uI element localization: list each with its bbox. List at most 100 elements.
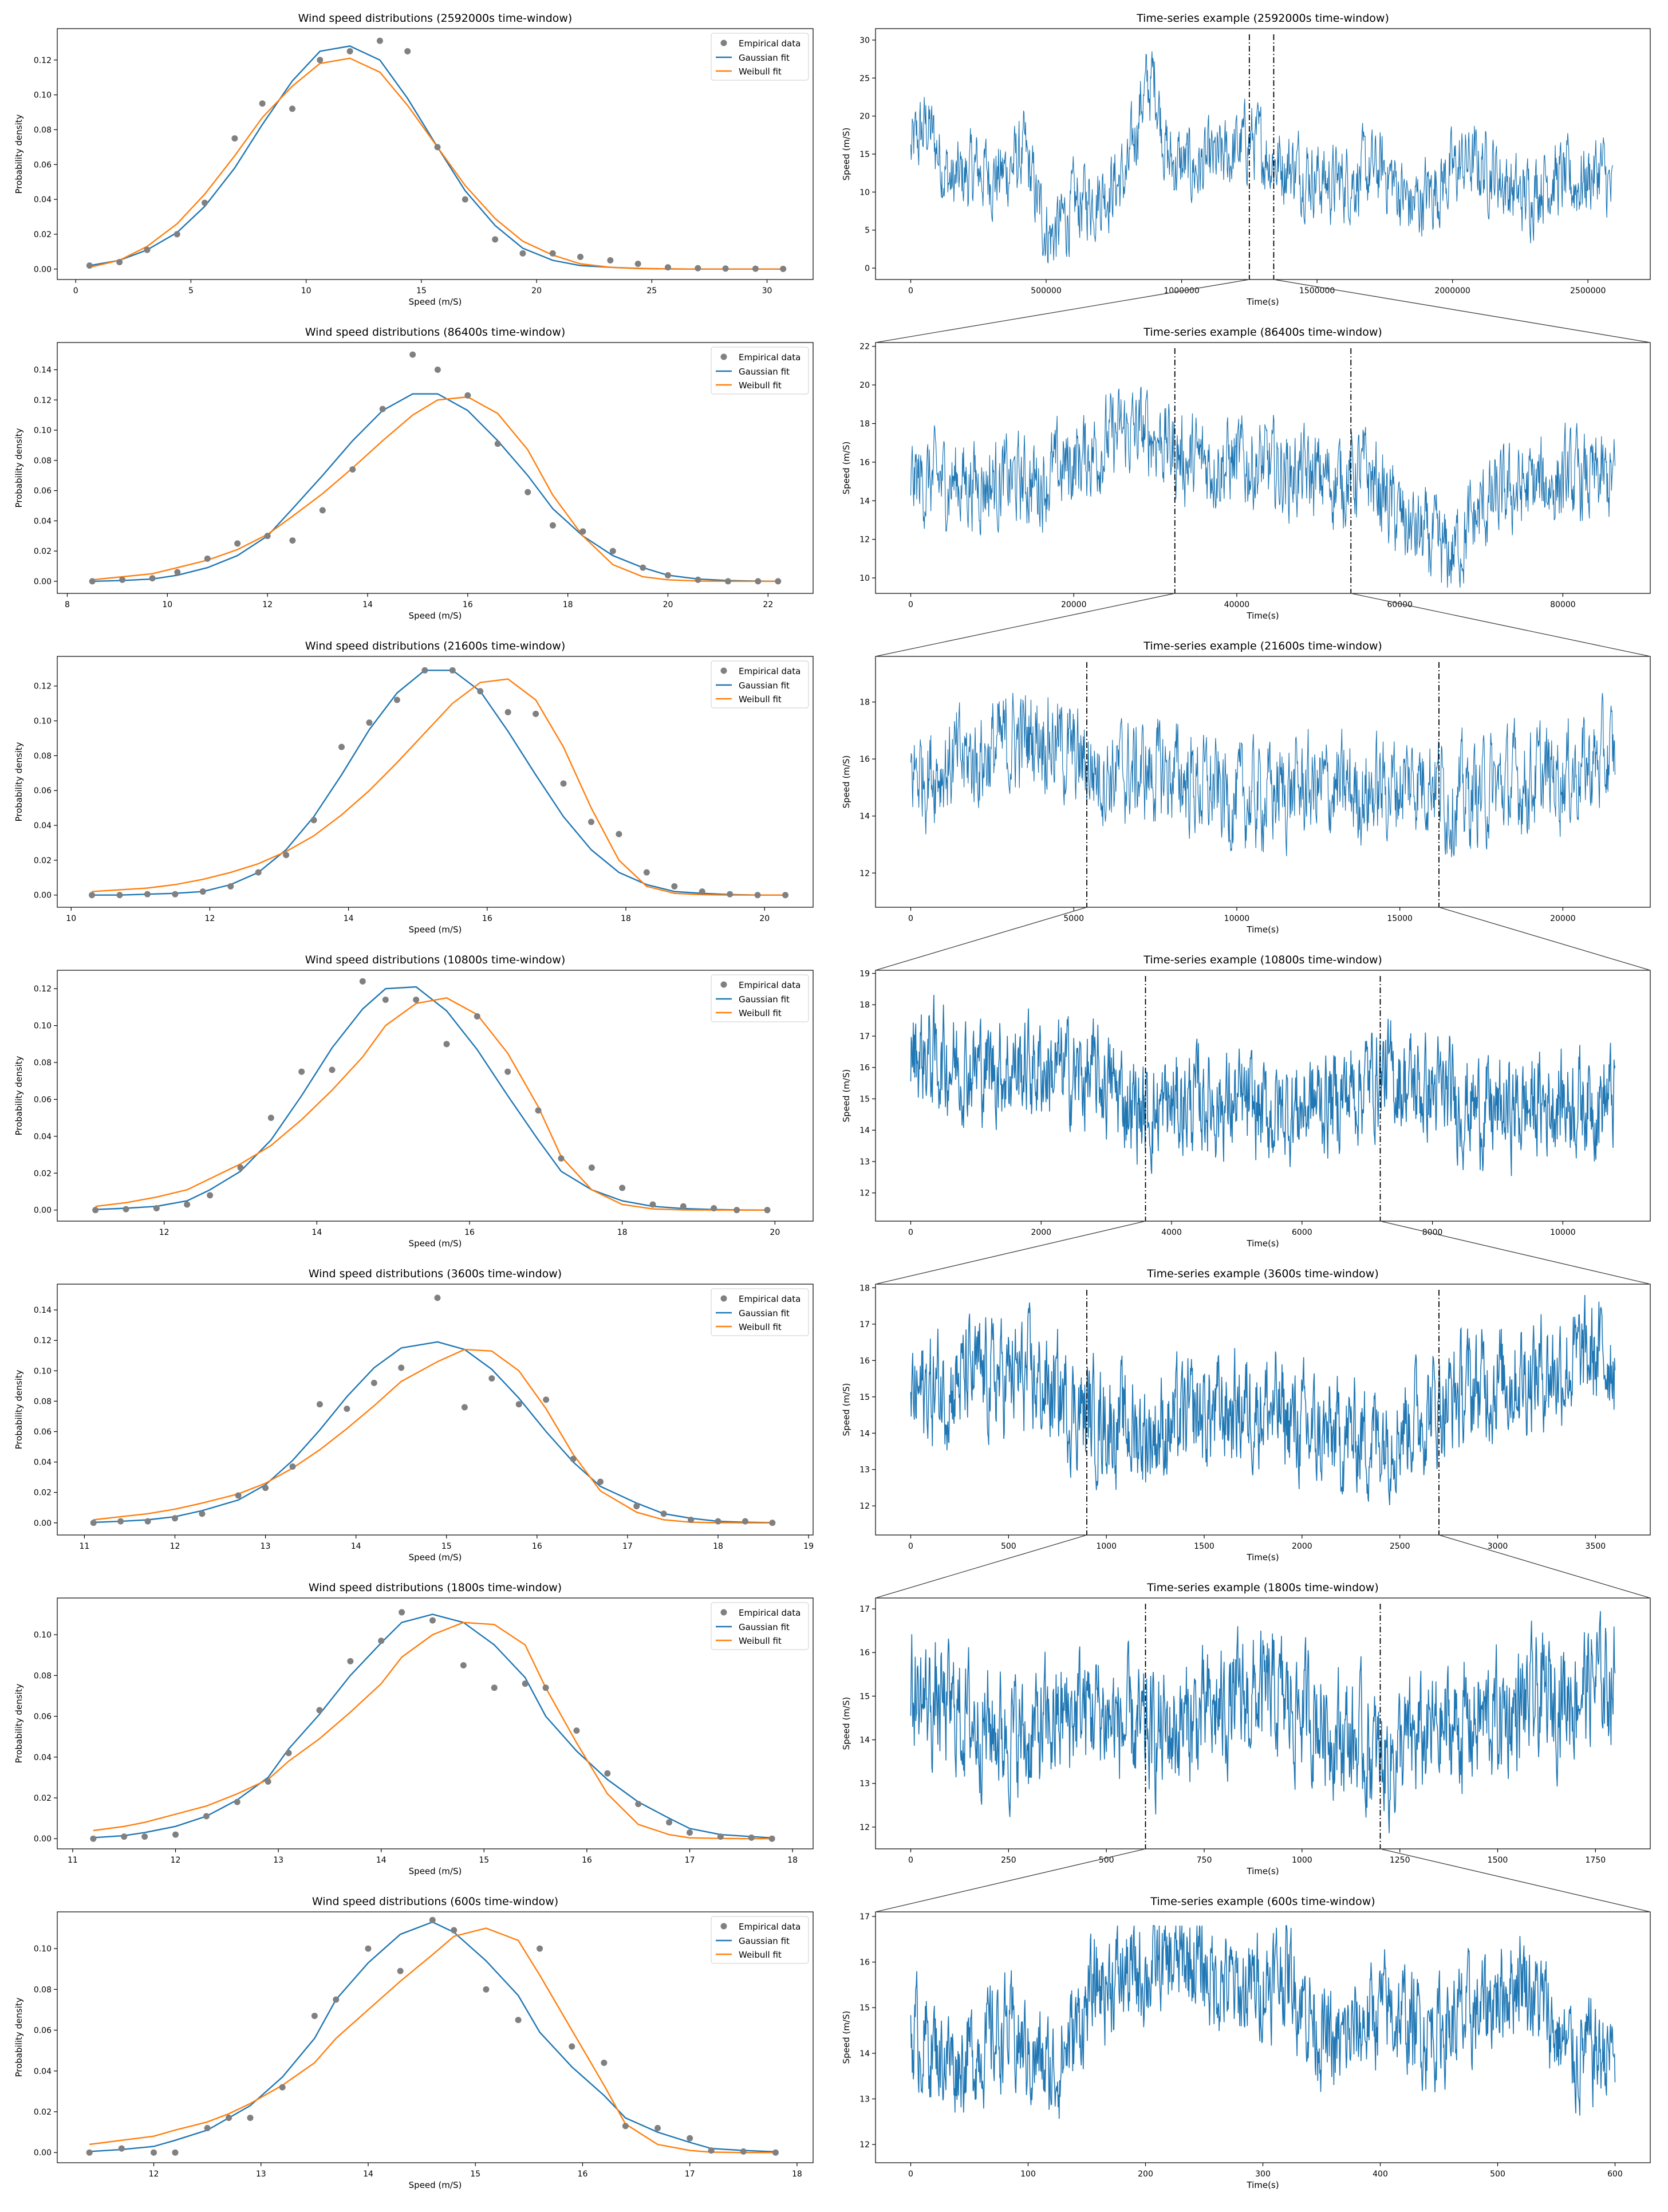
- distribution-chart-0: 0 5 10 15 20 25 30 0.00 0.02 0.04 0.06 0.08 0.10 0.12…: [14, 12, 814, 307]
- y-tick-label: 16: [859, 755, 870, 764]
- x-tick-label: 18: [621, 914, 631, 923]
- y-tick-label: 12: [859, 2140, 870, 2150]
- y-tick-label: 13: [859, 2095, 870, 2104]
- x-tick-label: 18: [713, 1542, 723, 1551]
- empirical-point: [237, 1164, 244, 1171]
- empirical-point: [664, 264, 671, 271]
- empirical-point: [666, 1819, 673, 1826]
- empirical-point: [775, 578, 782, 585]
- y-tick-label: 13: [859, 1466, 870, 1475]
- x-tick-label: 15: [416, 286, 427, 296]
- legend-weibull-label: Weibull fit: [739, 694, 782, 704]
- empirical-point: [172, 1831, 179, 1838]
- axes-frame: [875, 656, 1651, 908]
- empirical-point: [460, 1662, 467, 1669]
- empirical-point: [519, 250, 526, 257]
- x-tick-label: 14: [376, 1856, 387, 1865]
- zoom-connector-0: [875, 279, 1651, 343]
- y-tick-label: 18: [859, 1001, 870, 1010]
- x-tick-label: 400: [1373, 2170, 1388, 2179]
- x-tick-label: 20000: [1550, 914, 1576, 923]
- x-tick-label: 5000: [1063, 914, 1084, 923]
- legend-empirical-marker: [720, 1923, 727, 1930]
- x-tick-label: 12: [159, 1228, 169, 1237]
- y-tick-label: 0.04: [34, 1132, 52, 1142]
- x-tick-label: 10: [66, 914, 76, 923]
- empirical-point: [338, 743, 345, 750]
- empirical-point: [153, 1205, 160, 1211]
- empirical-point: [429, 1617, 436, 1624]
- timeseries-chart-3: 0 2000 4000 6000 8000 10000 12 13 14 15 16 17 18 19 Ti…: [841, 954, 1651, 1249]
- legend-empirical-label: Empirical data: [739, 1294, 801, 1304]
- x-tick-label: 0: [908, 286, 913, 296]
- zoom-connector-left: [875, 1221, 1146, 1285]
- x-tick-label: 19: [803, 1542, 814, 1551]
- empirical-point: [748, 1834, 755, 1841]
- x-axis-label: Time(s): [1246, 611, 1279, 621]
- empirical-point: [451, 1927, 458, 1934]
- x-axis-label: Speed (m/S): [409, 1552, 462, 1562]
- empirical-point: [492, 236, 499, 243]
- empirical-point: [780, 265, 787, 272]
- y-tick-label: 0.04: [34, 821, 52, 831]
- y-tick-label: 17: [859, 1605, 870, 1614]
- y-tick-label: 12: [859, 1823, 870, 1832]
- y-tick-label: 0.04: [34, 2067, 52, 2076]
- x-tick-label: 14: [351, 1542, 361, 1551]
- empirical-point: [537, 1945, 543, 1952]
- empirical-point: [119, 576, 126, 583]
- legend-empirical-marker: [720, 667, 727, 674]
- empirical-point: [443, 1041, 450, 1048]
- x-tick-label: 10: [162, 600, 172, 609]
- chart-title: Wind speed distributions (2592000s time-…: [298, 12, 573, 25]
- empirical-point: [173, 231, 180, 238]
- y-tick-label: 0.12: [34, 396, 52, 405]
- empirical-point: [149, 575, 156, 582]
- zoom-connector-5: [875, 1848, 1651, 1912]
- legend-empirical-marker: [720, 981, 727, 988]
- y-axis-label: Speed (m/S): [841, 2011, 851, 2064]
- x-tick-label: 100: [1020, 2170, 1036, 2179]
- distribution-chart-3: 12 14 16 18 20 0.00 0.02 0.04 0.06 0.08 0.10 0.12 Wi…: [14, 954, 814, 1249]
- x-axis-label: Speed (m/S): [409, 297, 462, 307]
- empirical-point: [533, 710, 539, 717]
- empirical-point: [92, 1207, 99, 1214]
- x-tick-label: 0: [908, 1542, 913, 1551]
- empirical-point: [782, 892, 789, 899]
- speed-series-line: [910, 387, 1616, 588]
- y-tick-label: 14: [859, 2049, 870, 2059]
- empirical-point: [695, 576, 701, 583]
- empirical-point: [727, 891, 734, 898]
- distribution-chart-2: 10 12 14 16 18 20 0.00 0.02 0.04 0.06 0.08 0.10 0.12…: [14, 640, 814, 935]
- x-tick-label: 16: [532, 1542, 542, 1551]
- empirical-point: [722, 265, 729, 272]
- y-tick-label: 18: [859, 1284, 870, 1293]
- empirical-point: [311, 2013, 318, 2020]
- empirical-point: [687, 2135, 693, 2142]
- y-tick-label: 0.04: [34, 195, 52, 204]
- empirical-point: [549, 250, 556, 257]
- empirical-point: [569, 2043, 575, 2050]
- legend-box: [711, 974, 809, 1022]
- x-tick-label: 16: [578, 2170, 588, 2179]
- empirical-point: [267, 1115, 274, 1121]
- y-tick-label: 0.06: [34, 1427, 52, 1436]
- empirical-point: [89, 578, 96, 585]
- empirical-point: [366, 719, 373, 726]
- y-tick-label: 0.00: [34, 1206, 52, 1215]
- empirical-point: [597, 1478, 604, 1485]
- axes-frame: [57, 342, 814, 594]
- empirical-point: [715, 1518, 721, 1525]
- empirical-point: [144, 891, 151, 898]
- x-tick-label: 10000: [1550, 1228, 1576, 1237]
- y-tick-label: 13: [859, 1158, 870, 1167]
- gaussian-fit-line: [93, 1341, 772, 1524]
- y-tick-label: 14: [859, 497, 870, 506]
- empirical-point: [695, 265, 701, 271]
- empirical-point: [116, 892, 123, 899]
- x-axis-label: Time(s): [1246, 1866, 1279, 1876]
- empirical-point: [619, 1184, 626, 1191]
- empirical-point: [686, 1829, 693, 1836]
- y-tick-label: 0.02: [34, 1794, 52, 1803]
- chart-title: Wind speed distributions (600s time-wind…: [312, 1895, 558, 1908]
